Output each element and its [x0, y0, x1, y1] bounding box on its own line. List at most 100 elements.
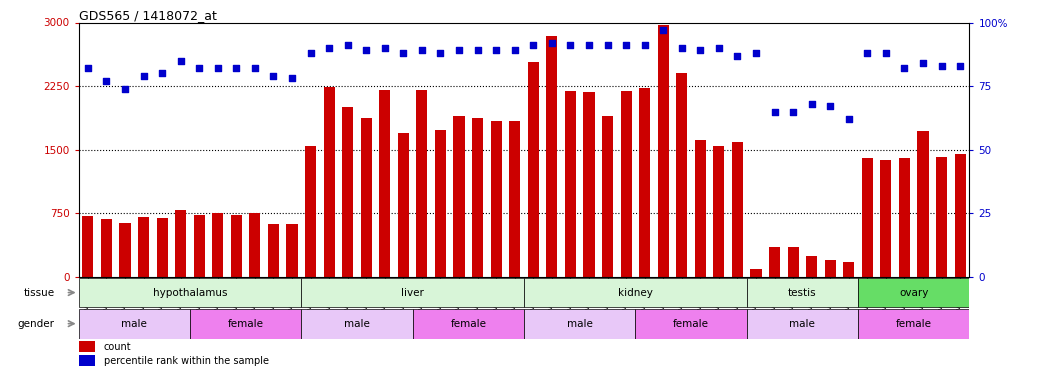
Point [785, 109, 802, 115]
Point [711, 45, 727, 51]
Point [525, 42, 542, 48]
Bar [324, 87, 334, 277]
Bar [936, 158, 947, 277]
Bar [602, 116, 613, 277]
Bar [787, 248, 799, 277]
Text: ovary: ovary [899, 288, 929, 297]
Bar [620, 91, 632, 277]
Bar [524, 278, 746, 308]
Text: kidney: kidney [618, 288, 653, 297]
Point [135, 73, 152, 79]
Bar [732, 142, 743, 277]
Text: gender: gender [18, 319, 54, 328]
Point [357, 48, 374, 54]
Point [321, 45, 337, 51]
Point [655, 27, 672, 33]
Bar [858, 278, 969, 308]
Point [487, 48, 504, 54]
Bar [249, 213, 261, 277]
Point [692, 48, 708, 54]
Bar [899, 158, 910, 277]
Text: female: female [227, 319, 264, 328]
Bar [138, 217, 149, 277]
Bar [435, 130, 446, 277]
Bar [546, 36, 558, 277]
Bar [565, 91, 576, 277]
Text: tissue: tissue [23, 288, 54, 297]
Point [581, 42, 597, 48]
Bar [528, 62, 539, 277]
Point [154, 70, 171, 76]
Bar [342, 107, 353, 277]
Bar [305, 146, 316, 277]
Point [840, 116, 857, 122]
Point [896, 65, 913, 71]
Bar [190, 309, 301, 339]
Bar [746, 309, 858, 339]
Text: percentile rank within the sample: percentile rank within the sample [104, 356, 268, 366]
Point [822, 104, 838, 110]
Bar [769, 248, 780, 277]
Bar [79, 356, 94, 366]
Bar [714, 146, 724, 277]
Point [506, 48, 523, 54]
Point [599, 42, 616, 48]
Bar [584, 92, 594, 277]
Text: male: male [122, 319, 147, 328]
Point [191, 65, 208, 71]
Point [246, 65, 263, 71]
Bar [361, 118, 372, 277]
Text: male: male [789, 319, 815, 328]
Bar [695, 140, 706, 277]
Bar [917, 131, 929, 277]
Bar [454, 116, 464, 277]
Text: count: count [104, 342, 131, 352]
Point [859, 50, 876, 56]
Text: female: female [673, 319, 709, 328]
Point [562, 42, 578, 48]
Bar [231, 215, 242, 277]
Point [451, 48, 467, 54]
Bar [379, 90, 391, 277]
Text: GDS565 / 1418072_at: GDS565 / 1418072_at [79, 9, 217, 22]
Text: hypothalamus: hypothalamus [153, 288, 227, 297]
Point [877, 50, 894, 56]
Point [116, 86, 133, 92]
Point [617, 42, 634, 48]
Bar [509, 121, 520, 277]
Point [729, 53, 746, 58]
Text: female: female [451, 319, 486, 328]
Point [210, 65, 226, 71]
Bar [861, 158, 873, 277]
Point [395, 50, 412, 56]
Text: male: male [567, 319, 592, 328]
Bar [302, 278, 524, 308]
Point [228, 65, 245, 71]
Text: liver: liver [401, 288, 424, 297]
Point [933, 63, 949, 69]
Text: female: female [896, 319, 932, 328]
Point [636, 42, 653, 48]
Point [302, 50, 319, 56]
Point [544, 40, 561, 46]
Bar [639, 88, 650, 277]
Point [803, 101, 820, 107]
Point [172, 58, 189, 64]
Point [766, 109, 783, 115]
Bar [490, 121, 502, 277]
Point [470, 48, 486, 54]
Bar [657, 25, 669, 277]
Point [284, 75, 301, 81]
Bar [844, 262, 854, 277]
Bar [750, 268, 762, 277]
Bar [806, 256, 817, 277]
Bar [398, 133, 409, 277]
Text: testis: testis [788, 288, 816, 297]
Point [414, 48, 431, 54]
Bar [119, 223, 131, 277]
Bar [175, 210, 187, 277]
Bar [79, 278, 301, 308]
Bar [413, 309, 524, 339]
Bar [268, 224, 279, 277]
Bar [416, 90, 428, 277]
